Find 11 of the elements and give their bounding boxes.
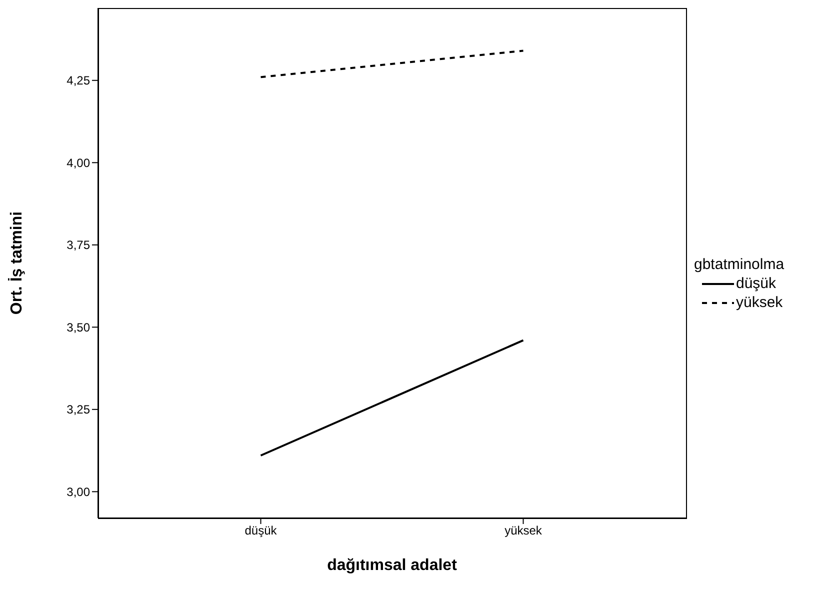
y-tick-label: 4,00 bbox=[66, 156, 90, 170]
legend-label: düşük bbox=[736, 275, 776, 292]
y-tick-label: 3,75 bbox=[66, 238, 90, 252]
y-tick-label: 3,50 bbox=[66, 320, 90, 334]
x-axis-title: dağıtımsal adalet bbox=[327, 557, 458, 574]
y-axis-title: Ort. İş tatmini bbox=[8, 211, 26, 315]
y-tick-label: 3,00 bbox=[66, 484, 90, 499]
y-tick-label: 3,25 bbox=[66, 402, 90, 417]
y-tick-label: 4,25 bbox=[66, 74, 90, 88]
legend-title: gbtatminolma bbox=[694, 256, 784, 273]
legend-label: yüksek bbox=[736, 294, 783, 311]
